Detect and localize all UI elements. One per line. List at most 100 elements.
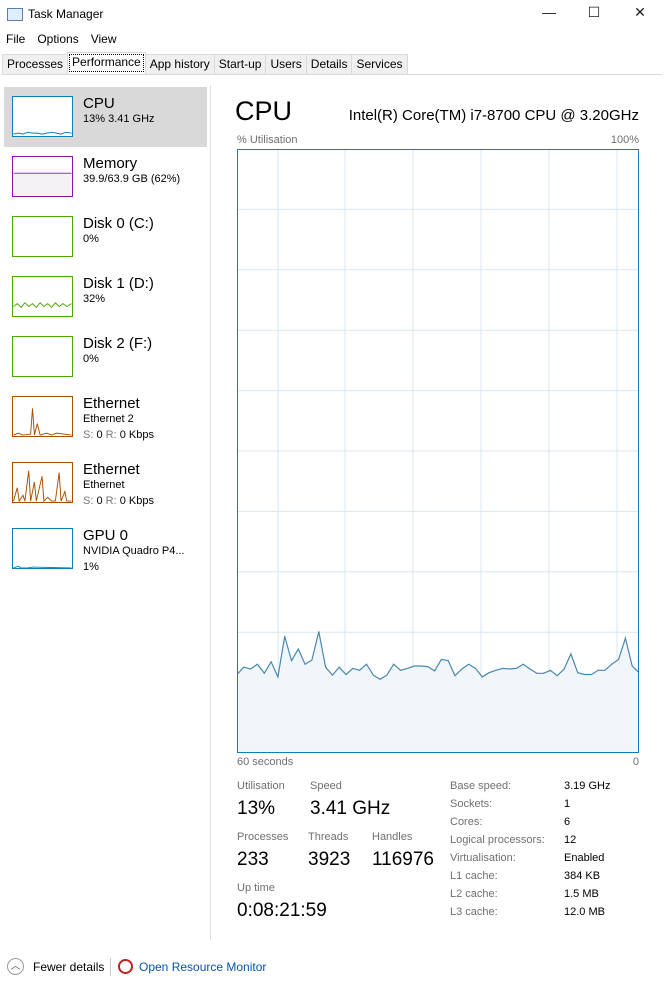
cpu-data-point [583, 673, 585, 675]
cpu-data-point [631, 665, 633, 667]
sidebar-item-name: Disk 1 (D:) [83, 275, 154, 292]
minimize-button[interactable]: — [542, 4, 556, 20]
cpu-data-point [488, 672, 490, 674]
detail-value: 12 [564, 834, 577, 846]
menu-options[interactable]: Options [37, 32, 79, 46]
detail-label: L1 cache: [450, 870, 498, 882]
cpu-data-point [502, 667, 504, 669]
gpu-thumbnail-graph [12, 528, 73, 569]
cpu-data-point [304, 663, 306, 665]
tab-performance[interactable]: Performance [67, 52, 146, 74]
fewer-details-button[interactable]: Fewer details [33, 960, 105, 974]
cpu-data-point [291, 660, 293, 662]
cpu-data-point [318, 631, 320, 633]
utilisation-label: Utilisation [237, 780, 285, 792]
sidebar-item-sub: 0% [83, 233, 99, 245]
detail-value: 3.19 GHz [564, 780, 611, 792]
speed-value: 3.41 GHz [310, 798, 391, 819]
sidebar-item-disk-0-c--2[interactable]: Disk 0 (C:) 0% [4, 207, 207, 267]
x-left-label: 60 seconds [237, 756, 294, 768]
tab-startup[interactable]: Start-up [213, 54, 267, 74]
cpu-data-point [495, 669, 497, 671]
sidebar-item-memory-1[interactable]: Memory 39.9/63.9 GB (62%) [4, 147, 207, 207]
detail-value: 6 [564, 816, 571, 828]
window-title: Task Manager [28, 7, 104, 21]
cpu-data-point [454, 675, 456, 677]
utilisation-value: 13% [237, 798, 276, 819]
tab-processes[interactable]: Processes [2, 54, 69, 74]
sidebar-item-sub: 32% [83, 293, 106, 305]
uptime-label: Up time [237, 882, 275, 894]
sidebar-item-name: Disk 2 (F:) [83, 335, 153, 352]
cpu-data-point [297, 648, 299, 650]
sidebar-item-disk-1-d--3[interactable]: Disk 1 (D:) 32% [4, 267, 207, 327]
x-right-label: 0 [632, 756, 639, 768]
tab-services[interactable]: Services [351, 54, 408, 74]
sidebar-item-cpu-0[interactable]: CPU 13% 3.41 GHz [4, 87, 207, 147]
speed-label: Speed [310, 780, 342, 792]
open-resource-monitor-link[interactable]: Open Resource Monitor [139, 960, 267, 974]
menu-file[interactable]: File [6, 32, 26, 46]
detail-label: Cores: [450, 816, 483, 828]
disk-thumbnail-graph [12, 336, 73, 377]
cpu-series-line [237, 631, 639, 681]
detail-value: Enabled [564, 852, 605, 864]
cpu-data-point [386, 674, 388, 676]
page-title: CPU [235, 96, 293, 126]
cpu-data-point [331, 674, 333, 676]
cpu-data-point [284, 635, 286, 637]
cpu-data-point [590, 673, 592, 675]
tab-bar: Processes Performance App history Start-… [2, 52, 662, 75]
sidebar-item-sub: 0% [83, 353, 99, 365]
menu-bar: File Options View [6, 32, 117, 46]
tab-users[interactable]: Users [265, 54, 307, 74]
cpu-data-point [563, 668, 565, 670]
cpu-data-point [406, 667, 408, 669]
detail-label: L2 cache: [450, 888, 498, 900]
sidebar-item-name: Ethernet [83, 395, 140, 412]
sidebar-item-ethernet-6[interactable]: Ethernet Ethernet S: 0 R: 0 Kbps [4, 453, 207, 513]
sidebar-item-gpu-0-7[interactable]: GPU 0 NVIDIA Quadro P4... 1% [4, 519, 207, 579]
cpu-data-point [604, 669, 606, 671]
cpu-data-point [365, 663, 367, 665]
detail-label: L3 cache: [450, 906, 498, 918]
detail-value: 1.5 MB [564, 888, 599, 900]
sidebar-item-sub: Ethernet 2 [83, 413, 134, 425]
footer-divider [110, 958, 111, 976]
sidebar-item-name: CPU [83, 95, 115, 112]
detail-label: Logical processors: [450, 834, 545, 846]
uptime-value: 0:08:21:59 [237, 900, 327, 921]
ethernet-thumbnail-graph [12, 462, 73, 503]
cpu-data-point [345, 673, 347, 675]
close-button[interactable]: ✕ [634, 4, 646, 20]
maximize-button[interactable]: ☐ [587, 4, 601, 20]
cpu-data-point [413, 665, 415, 667]
cpu-data-point [393, 663, 395, 665]
y-max-label: 100% [610, 134, 639, 146]
cpu-data-point [536, 672, 538, 674]
divider [210, 85, 211, 940]
sidebar-item-sub: Ethernet [83, 479, 125, 491]
processes-label: Processes [237, 831, 289, 843]
cpu-data-point [570, 653, 572, 655]
sidebar-item-name: Ethernet [83, 461, 140, 478]
cpu-data-point [243, 666, 245, 668]
cpu-data-point [427, 666, 429, 668]
sidebar-item-disk-2-f--4[interactable]: Disk 2 (F:) 0% [4, 327, 207, 387]
memory-thumbnail-graph [12, 156, 73, 197]
sidebar-item-throughput: S: 0 R: 0 Kbps [83, 429, 154, 441]
detail-label: Base speed: [450, 780, 512, 792]
tab-app-history[interactable]: App history [144, 54, 215, 74]
chevron-up-icon[interactable]: ︿ [7, 958, 24, 975]
tab-details[interactable]: Details [305, 54, 353, 74]
cpu-data-point [277, 676, 279, 678]
detail-label: Virtualisation: [450, 852, 516, 864]
sidebar-item-name: Disk 0 (C:) [83, 215, 154, 232]
detail-value: 384 KB [564, 870, 601, 882]
cpu-thumbnail-graph [12, 96, 73, 137]
cpu-data-point [624, 637, 626, 639]
menu-view[interactable]: View [90, 32, 117, 46]
resource-monitor-icon [118, 959, 133, 974]
cpu-data-point [263, 672, 265, 674]
sidebar-item-ethernet-5[interactable]: Ethernet Ethernet 2 S: 0 R: 0 Kbps [4, 387, 207, 447]
